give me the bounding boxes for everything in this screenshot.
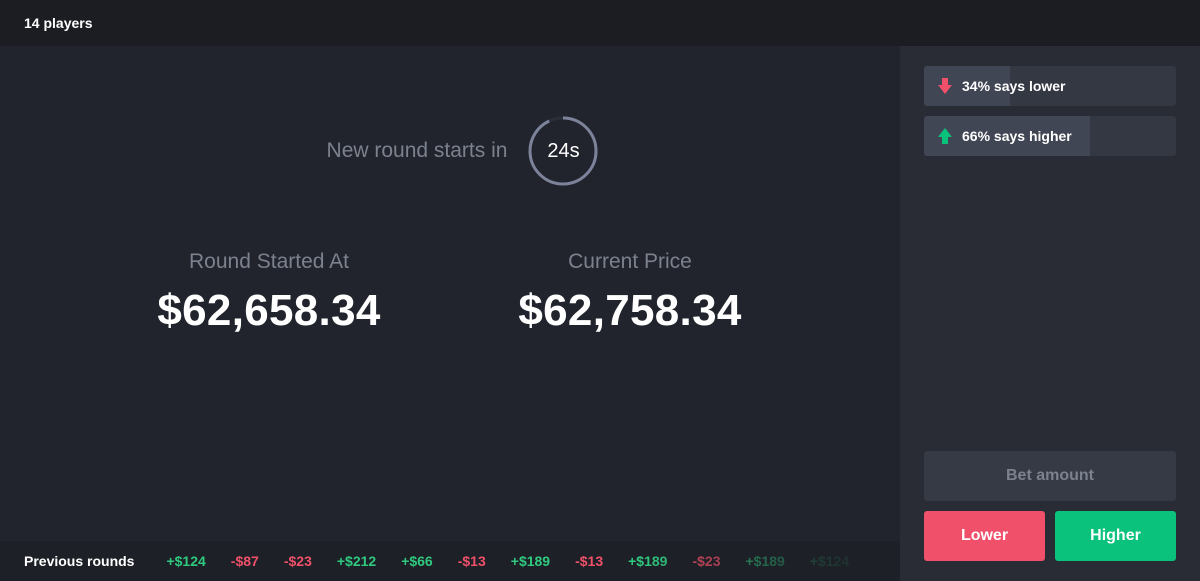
previous-round-item: +$212 xyxy=(336,553,377,569)
rounds-fade-overlay xyxy=(640,541,900,581)
previous-round-item: -$23 xyxy=(283,553,312,569)
round-started-price: $62,658.34 xyxy=(157,286,381,335)
current-price: $62,758.34 xyxy=(518,286,742,335)
vote-higher-fill xyxy=(924,116,1091,156)
previous-round-item: -$87 xyxy=(230,553,259,569)
current-price-label: Current Price xyxy=(568,250,692,273)
timer-value: 24s xyxy=(547,139,580,162)
current-price-block: Current Price $62,758.34 xyxy=(450,250,810,336)
round-started-block: Round Started At $62,658.34 xyxy=(89,250,449,336)
player-count: 14 players xyxy=(24,15,93,31)
higher-button[interactable]: Higher xyxy=(1055,511,1176,561)
previous-round-item: +$124 xyxy=(166,553,206,569)
previous-round-item: -$13 xyxy=(457,553,486,569)
countdown-timer: 24s xyxy=(527,115,599,187)
vote-higher-bar: 66% says higher xyxy=(924,116,1176,156)
vote-higher-label: 66% says higher xyxy=(962,128,1072,144)
bet-amount-input[interactable] xyxy=(924,451,1176,501)
arrow-up-icon xyxy=(938,128,952,144)
round-started-label: Round Started At xyxy=(189,250,349,273)
previous-rounds-label: Previous rounds xyxy=(24,553,135,569)
countdown-text: New round starts in xyxy=(326,139,508,162)
top-bar: 14 players xyxy=(0,0,1200,46)
vote-lower-label: 34% says lower xyxy=(962,78,1066,94)
previous-round-item: +$189 xyxy=(510,553,551,569)
lower-button[interactable]: Lower xyxy=(924,511,1045,561)
countdown: New round starts in 24s xyxy=(0,116,900,186)
previous-round-item: -$13 xyxy=(575,553,604,569)
vote-lower-fill xyxy=(924,66,1010,106)
timer-ring-icon xyxy=(528,116,598,186)
betting-sidebar: 34% says lower 66% says higher Lower Hig… xyxy=(900,46,1200,581)
arrow-down-icon xyxy=(938,78,952,94)
main-panel: New round starts in 24s Round Started At… xyxy=(0,46,900,541)
previous-round-item: +$66 xyxy=(401,553,433,569)
vote-lower-bar: 34% says lower xyxy=(924,66,1176,106)
previous-rounds-bar: Previous rounds +$124 -$87 -$23 +$212 +$66 -$… xyxy=(0,541,900,581)
